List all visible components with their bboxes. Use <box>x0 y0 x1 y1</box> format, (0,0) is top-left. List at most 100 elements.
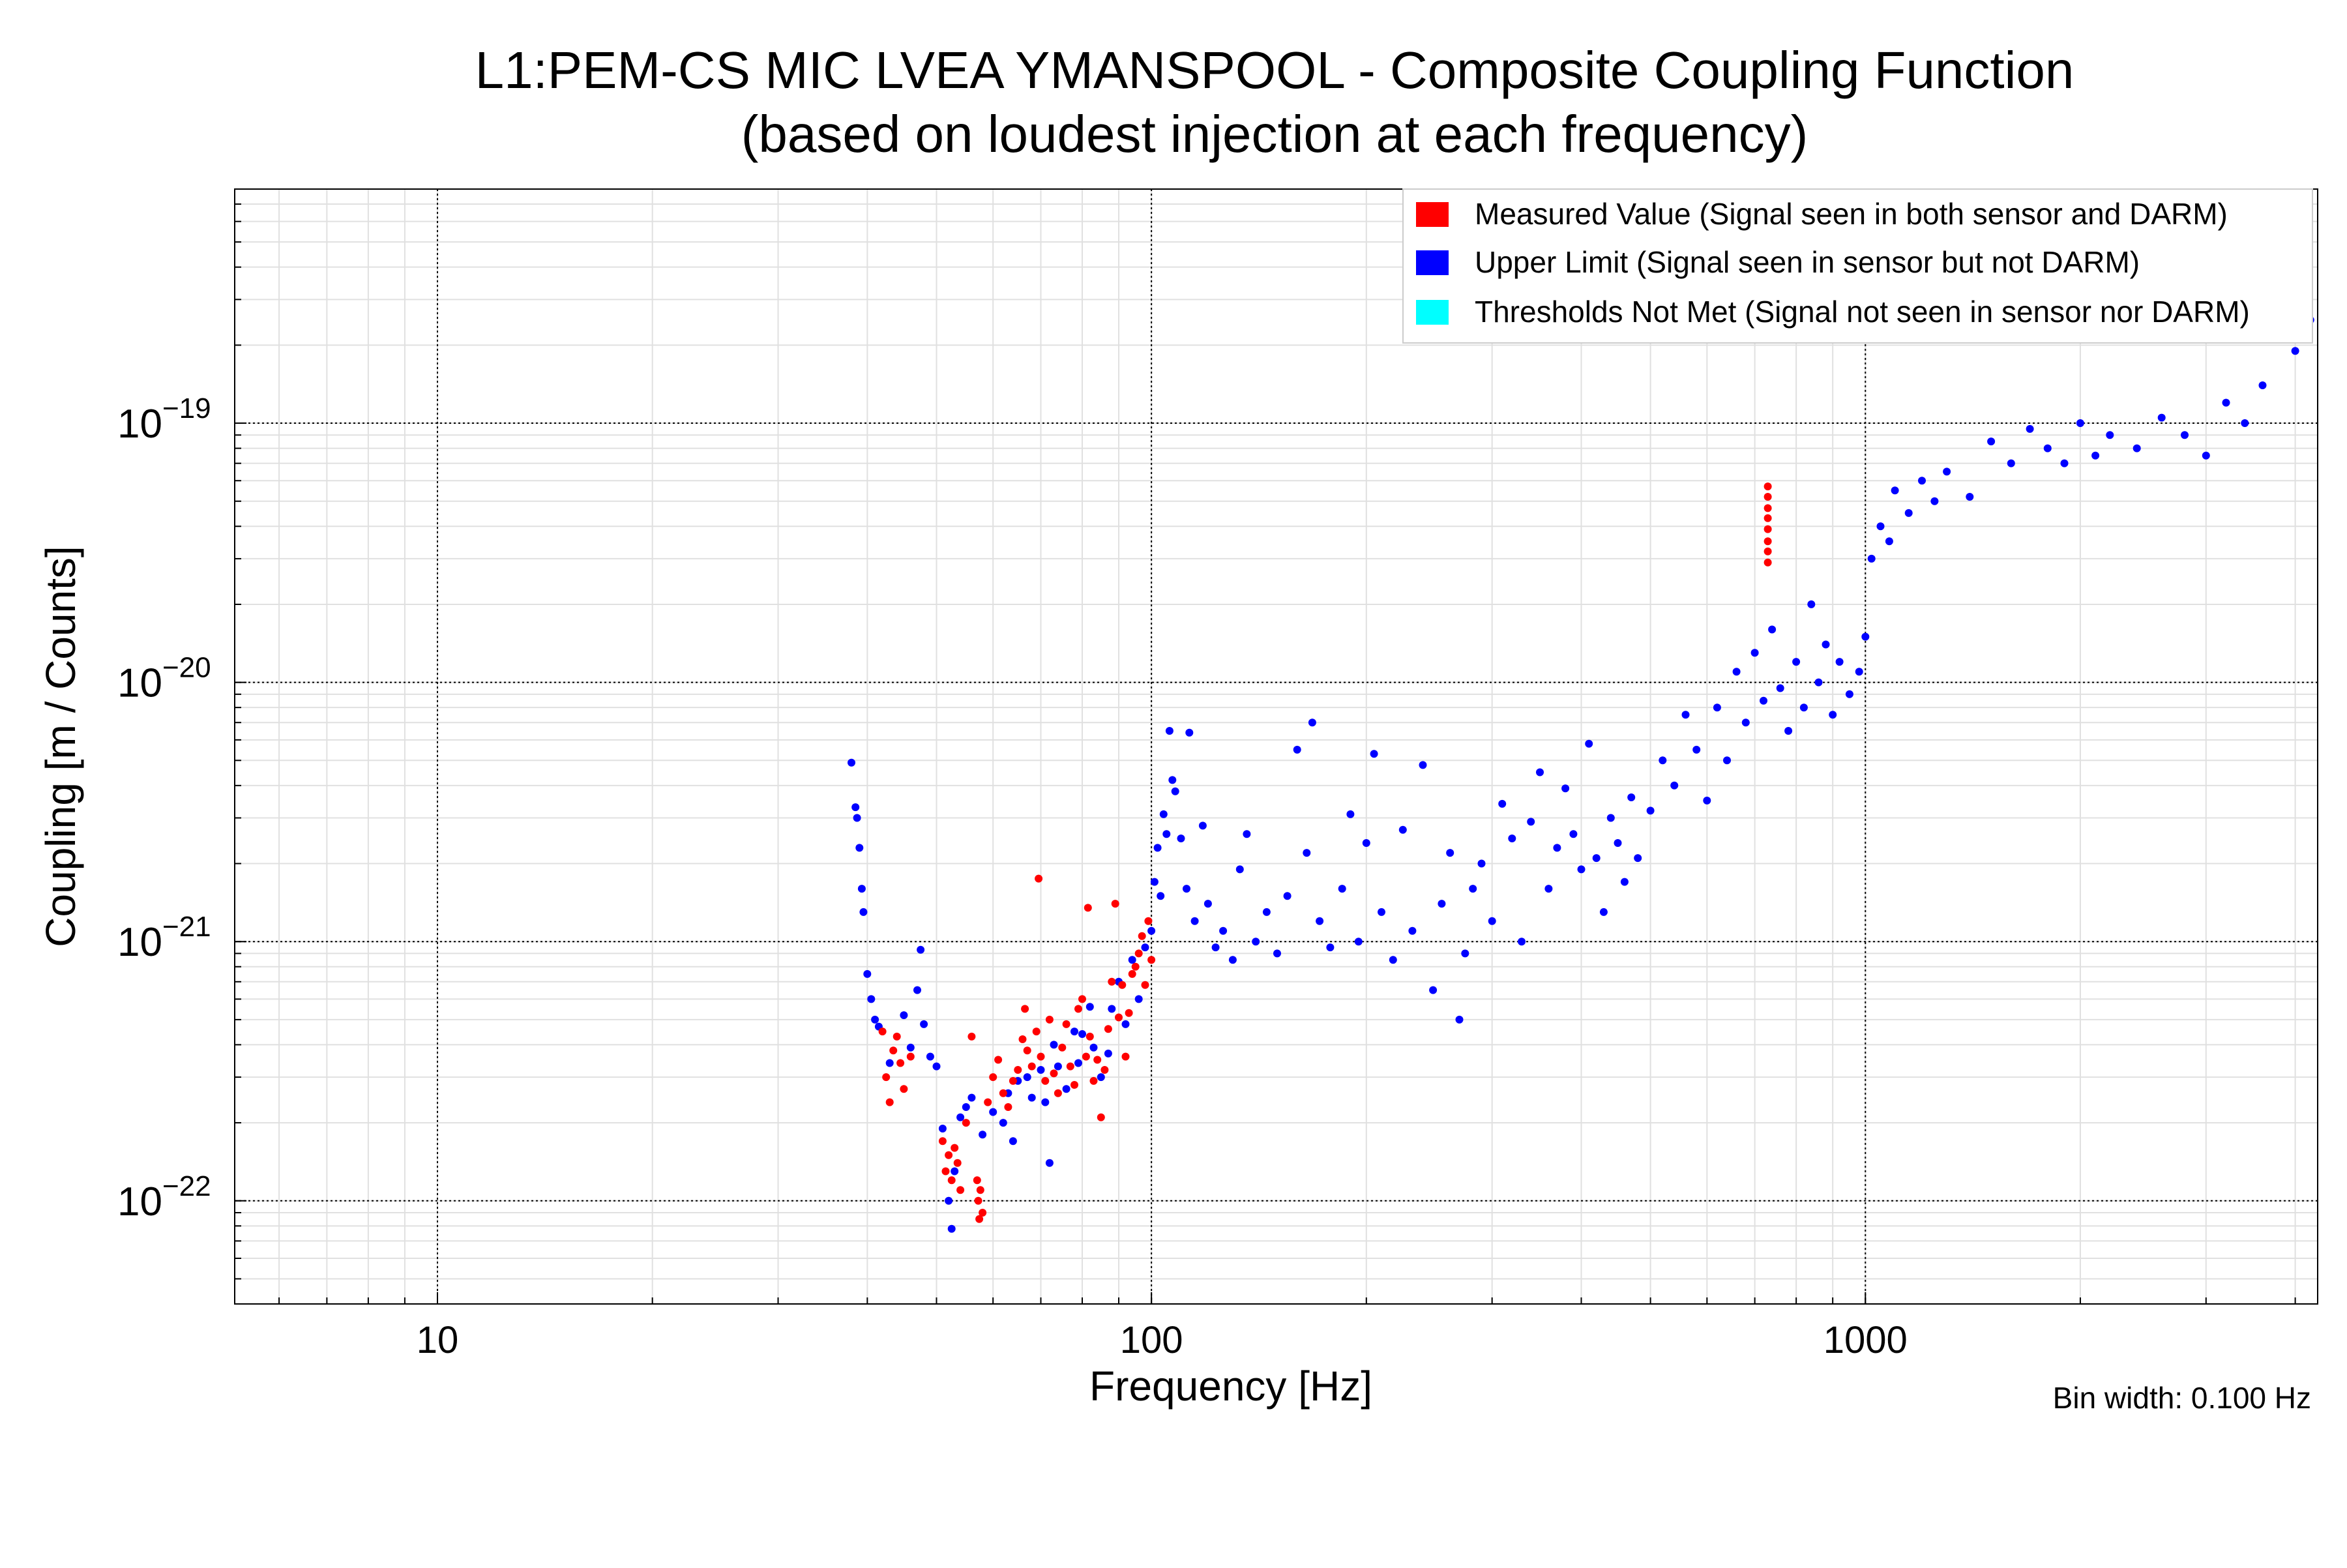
upper-limit-point <box>1326 943 1335 952</box>
upper-limit-point <box>859 908 868 916</box>
upper-limit-point <box>1235 865 1244 874</box>
upper-limit-point <box>1429 986 1438 994</box>
upper-limit-point <box>1308 718 1316 727</box>
bin-width-annotation: Bin width: 0.100 Hz <box>2053 1381 2311 1415</box>
upper-limit-point <box>1150 878 1159 886</box>
upper-limit-point <box>1822 640 1830 649</box>
upper-limit-point <box>1807 600 1816 608</box>
upper-limit-point <box>1634 854 1642 863</box>
measured-point <box>893 1032 901 1041</box>
upper-limit-point <box>2106 431 2114 439</box>
measured-point <box>1134 949 1143 958</box>
upper-limit-point <box>1723 756 1731 765</box>
upper-limit-point <box>1419 761 1427 769</box>
upper-limit-point <box>1408 926 1417 935</box>
legend-label-measured: Measured Value (Signal seen in both sens… <box>1475 197 2228 231</box>
measured-point <box>1004 1103 1012 1111</box>
upper-limit-point <box>1918 477 1926 485</box>
upper-limit-point <box>855 844 864 852</box>
upper-limit-point <box>1177 835 1185 842</box>
upper-limit-point <box>1569 830 1578 838</box>
upper-limit-point <box>1252 938 1260 946</box>
upper-limit-point <box>1370 750 1378 758</box>
measured-point <box>1764 547 1772 555</box>
measured-point <box>1074 1005 1082 1013</box>
measured-point <box>1066 1062 1074 1071</box>
upper-limit-point <box>1469 885 1477 893</box>
upper-limit-point <box>1527 818 1535 826</box>
upper-limit-point <box>999 1119 1007 1127</box>
measured-point <box>1131 962 1140 971</box>
upper-limit-point <box>1147 926 1156 935</box>
upper-limit-point <box>1027 1093 1036 1102</box>
upper-limit-point <box>863 969 872 978</box>
upper-limit-point <box>1089 1043 1098 1052</box>
upper-limit-point <box>1692 745 1701 754</box>
upper-limit-point <box>1732 668 1741 676</box>
measured-point <box>1062 1020 1070 1028</box>
measured-point <box>900 1085 908 1093</box>
upper-limit-point <box>1799 703 1808 712</box>
upper-limit-point <box>1784 727 1793 735</box>
y-tick-label: 10−20 <box>117 652 211 706</box>
chart-title-line2: (based on loudest injection at each freq… <box>741 105 1808 163</box>
upper-limit-point <box>2241 419 2249 427</box>
upper-limit-point <box>1627 793 1636 801</box>
upper-limit-point <box>1438 900 1446 908</box>
upper-limit-point <box>1293 745 1301 754</box>
upper-limit-point <box>2258 381 2267 389</box>
measured-point <box>1097 1113 1105 1121</box>
upper-limit-point <box>2060 459 2069 467</box>
upper-limit-point <box>867 995 876 1003</box>
upper-limit-point <box>1203 900 1212 908</box>
upper-limit-point <box>1128 956 1136 964</box>
upper-limit-point <box>900 1011 908 1020</box>
upper-limit-point <box>1165 727 1174 735</box>
measured-point <box>975 1215 984 1223</box>
upper-limit-point <box>1659 756 1667 765</box>
upper-limit-point <box>1104 1049 1112 1058</box>
measured-point <box>1104 1025 1112 1033</box>
upper-limit-point <box>1867 554 1876 563</box>
upper-limit-point <box>932 1062 941 1071</box>
x-tick-label: 10 <box>417 1319 459 1361</box>
upper-limit-point <box>1354 938 1363 946</box>
x-tick-labels: 10 100 1000 <box>417 1319 1908 1361</box>
measured-point <box>1018 1035 1027 1043</box>
upper-limit-point <box>2026 424 2034 433</box>
upper-limit-point <box>1713 703 1721 712</box>
upper-limit-point <box>1141 943 1149 952</box>
measured-point <box>1032 1028 1041 1036</box>
upper-limit-point <box>1855 668 1863 676</box>
upper-limit-point <box>962 1103 970 1111</box>
upper-limit-point <box>1930 497 1939 505</box>
upper-limit-point <box>2091 451 2100 460</box>
upper-limit-point <box>1183 885 1190 893</box>
x-axis-label: Frequency [Hz] <box>1089 1363 1372 1410</box>
measured-point <box>1070 1081 1078 1089</box>
measured-point <box>1764 525 1772 533</box>
x-tick-label: 100 <box>1120 1319 1183 1361</box>
measured-point <box>947 1176 956 1185</box>
upper-limit-point <box>885 1059 894 1067</box>
measured-point <box>906 1052 915 1061</box>
upper-limit-point <box>1814 678 1823 687</box>
measured-point <box>1035 874 1043 883</box>
measured-point <box>973 1176 981 1185</box>
upper-limit-point <box>2222 398 2230 407</box>
upper-limit-point <box>853 814 861 822</box>
upper-limit-point <box>2157 413 2166 422</box>
upper-limit-point <box>1861 632 1870 641</box>
measured-point <box>938 1137 947 1146</box>
upper-limit-point <box>857 885 866 893</box>
upper-limit-point <box>1171 787 1179 795</box>
upper-limit-point <box>1891 486 1899 495</box>
measured-point <box>1764 482 1772 491</box>
upper-limit-point <box>1776 684 1784 692</box>
measured-point <box>1111 900 1119 908</box>
upper-limit-point <box>1303 849 1311 857</box>
upper-limit-point <box>1829 711 1837 719</box>
upper-limit-point <box>1703 796 1711 805</box>
measured-point <box>1009 1076 1017 1085</box>
